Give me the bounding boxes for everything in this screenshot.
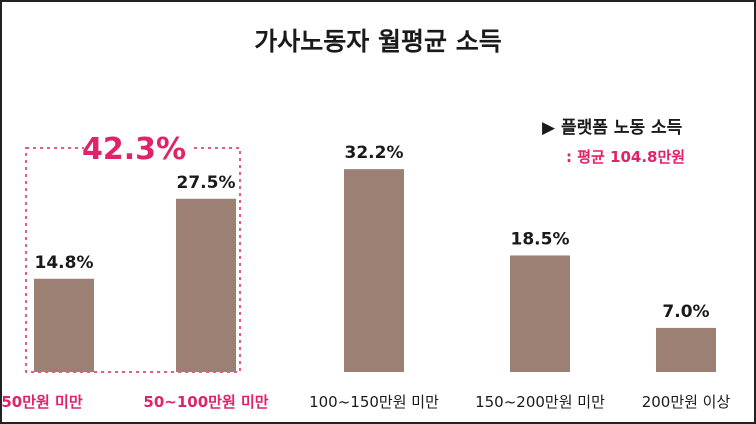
value-label-2: 32.2% xyxy=(345,143,404,163)
group-label-backdrop xyxy=(84,128,190,166)
annotation-platform-income: ▶ 플랫폼 노동 소득 xyxy=(542,118,683,138)
bar-2 xyxy=(344,169,404,372)
bar-0 xyxy=(34,278,94,372)
group-total-label: 42.3% xyxy=(82,132,186,167)
value-labels-group: 14.8% 27.5% 32.2% 18.5% 7.0% xyxy=(35,143,710,322)
category-label-1: 50~100만원 미만 xyxy=(143,393,268,411)
value-label-3: 18.5% xyxy=(511,229,570,249)
value-label-1: 27.5% xyxy=(177,173,236,193)
chart-title: 가사노동자 월평균 소득 xyxy=(254,27,501,56)
category-label-4: 200만원 이상 xyxy=(642,393,731,411)
bar-1 xyxy=(176,198,236,372)
category-label-2: 100~150만원 미만 xyxy=(309,393,439,411)
bars-group xyxy=(34,169,716,372)
value-label-4: 7.0% xyxy=(662,302,709,322)
bar-4 xyxy=(656,327,716,372)
category-label-3: 150~200만원 미만 xyxy=(475,393,605,411)
annotation-average-income: : 평균 104.8만원 xyxy=(566,148,685,166)
value-label-0: 14.8% xyxy=(35,253,94,273)
bar-3 xyxy=(510,255,570,372)
category-labels-group: 50만원 미만 50~100만원 미만 100~150만원 미만 150~200만원 … xyxy=(2,393,730,411)
category-label-0: 50만원 미만 xyxy=(2,393,83,411)
